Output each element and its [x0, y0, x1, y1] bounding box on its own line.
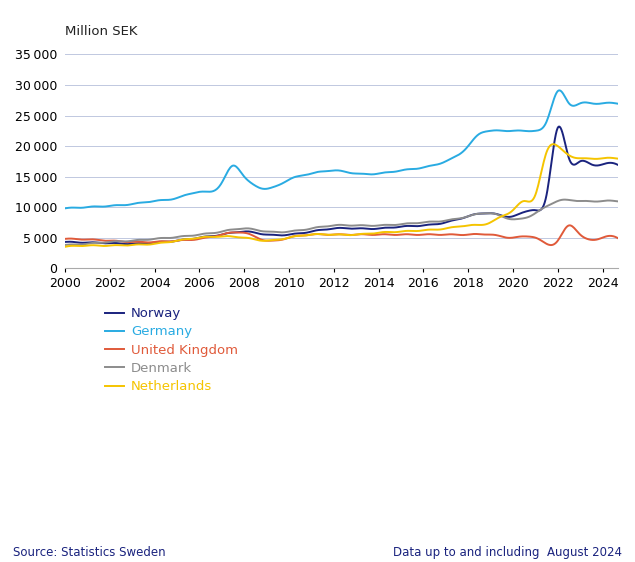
Line: Netherlands: Netherlands — [65, 144, 618, 247]
United Kingdom — [566, 222, 573, 229]
Norway — [123, 241, 131, 247]
Denmark — [387, 221, 394, 228]
Germany — [556, 87, 563, 94]
Norway — [556, 123, 563, 130]
Denmark — [61, 242, 69, 248]
Denmark — [203, 230, 211, 237]
Netherlands — [61, 243, 69, 250]
Denmark — [478, 210, 485, 217]
Denmark — [561, 196, 569, 203]
United Kingdom — [203, 234, 211, 241]
Text: Source: Statistics Sweden: Source: Statistics Sweden — [13, 546, 165, 559]
Netherlands — [430, 226, 438, 233]
Germany — [61, 205, 69, 212]
Line: Norway: Norway — [65, 126, 618, 244]
United Kingdom — [430, 231, 438, 238]
Legend: Norway, Germany, United Kingdom, Denmark, Netherlands: Norway, Germany, United Kingdom, Denmark… — [99, 302, 243, 398]
Denmark — [430, 218, 438, 225]
Denmark — [159, 234, 166, 241]
United Kingdom — [478, 231, 485, 238]
United Kingdom — [311, 231, 319, 238]
Norway — [614, 161, 622, 168]
Line: United Kingdom: United Kingdom — [65, 225, 618, 245]
Germany — [614, 100, 622, 107]
Germany — [387, 169, 394, 175]
Germany — [478, 130, 485, 137]
Line: Germany: Germany — [65, 90, 618, 209]
Denmark — [614, 198, 622, 205]
Netherlands — [159, 239, 166, 246]
Text: Data up to and including  August 2024: Data up to and including August 2024 — [393, 546, 622, 559]
Norway — [478, 210, 486, 217]
Netherlands — [203, 233, 211, 240]
United Kingdom — [614, 234, 622, 241]
United Kingdom — [61, 235, 69, 242]
Germany — [430, 162, 438, 169]
Netherlands — [614, 155, 622, 162]
Line: Denmark: Denmark — [65, 200, 618, 245]
Norway — [160, 238, 168, 245]
Norway — [61, 238, 69, 245]
Denmark — [311, 224, 319, 231]
United Kingdom — [387, 232, 394, 238]
United Kingdom — [547, 242, 555, 248]
Netherlands — [311, 231, 319, 238]
Netherlands — [478, 221, 485, 228]
Norway — [312, 227, 320, 234]
Germany — [311, 169, 319, 176]
Norway — [388, 224, 396, 231]
Netherlands — [387, 229, 394, 235]
Germany — [203, 188, 211, 195]
Norway — [204, 233, 212, 239]
Text: Million SEK: Million SEK — [65, 25, 138, 38]
Germany — [159, 197, 166, 203]
United Kingdom — [159, 238, 166, 244]
Norway — [431, 221, 439, 228]
Netherlands — [549, 141, 557, 148]
